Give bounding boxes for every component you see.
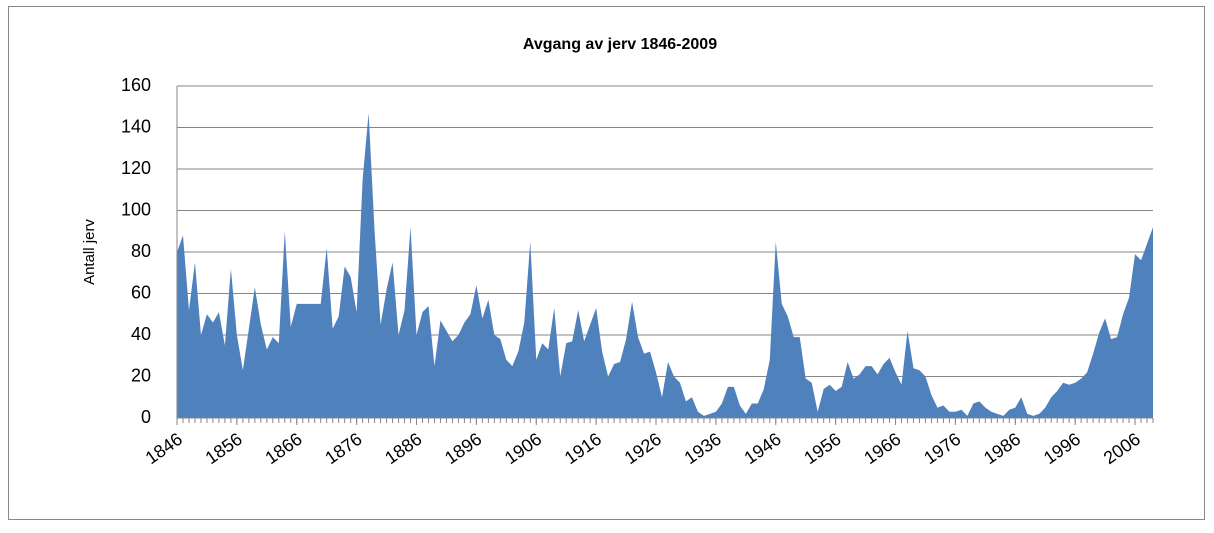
y-tick-label: 40 — [131, 324, 151, 344]
y-tick-label: 60 — [131, 282, 151, 302]
y-tick-label: 120 — [121, 158, 151, 178]
y-tick-label: 100 — [121, 199, 151, 219]
y-tick-label: 160 — [121, 75, 151, 95]
area — [177, 112, 1153, 418]
y-tick-label: 140 — [121, 116, 151, 136]
chart-border — [8, 6, 1205, 520]
y-tick-label: 0 — [141, 407, 151, 427]
chart-title: Avgang av jerv 1846-2009 — [523, 36, 717, 53]
y-tick-label: 20 — [131, 365, 151, 385]
y-axis-label: Antall jerv — [81, 219, 98, 285]
y-tick-label: 80 — [131, 241, 151, 261]
